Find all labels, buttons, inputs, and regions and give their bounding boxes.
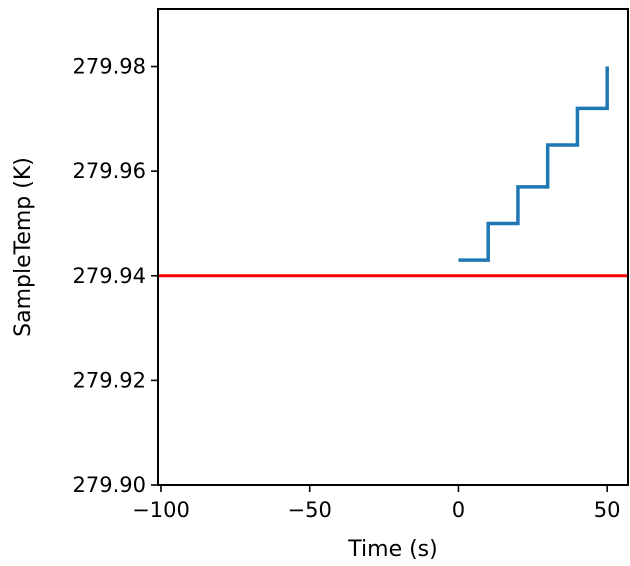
x-axis-label: Time (s) (347, 537, 437, 562)
y-tick-label: 279.98 (73, 55, 146, 79)
y-tick-label: 279.92 (73, 368, 146, 392)
y-tick-label: 279.94 (73, 264, 146, 288)
x-tick-label: 0 (452, 498, 465, 522)
x-tick-label: −50 (288, 498, 332, 522)
y-tick-label: 279.90 (73, 473, 146, 497)
y-axis-label: SampleTemp (K) (11, 157, 36, 337)
x-tick-label: 50 (594, 498, 621, 522)
series-line-0 (458, 66, 609, 262)
y-tick-label: 279.96 (73, 159, 146, 183)
x-tick-label: −100 (132, 498, 190, 522)
plot-frame (157, 8, 629, 486)
